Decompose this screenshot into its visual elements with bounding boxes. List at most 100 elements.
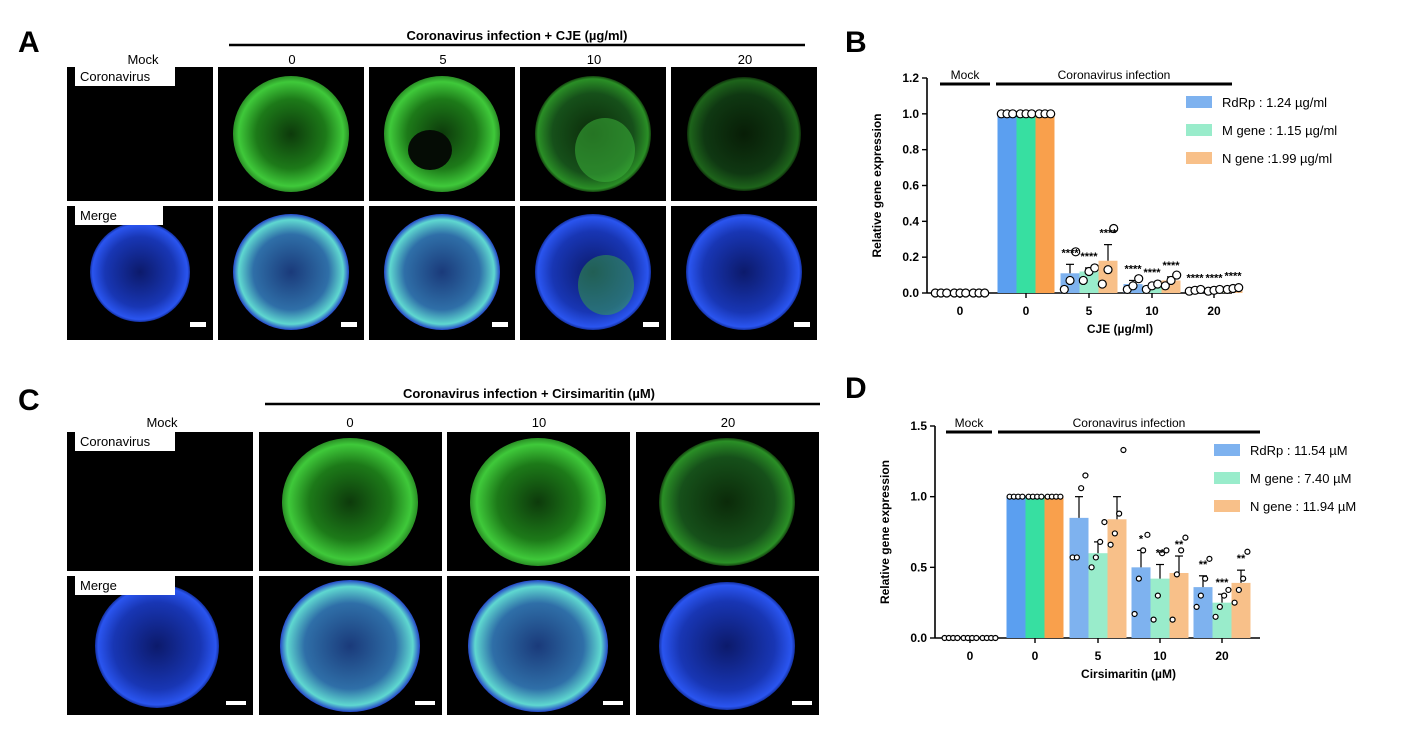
panel-letter-c: C [18, 384, 40, 417]
organoid-merge [384, 214, 500, 330]
data-point [1197, 592, 1204, 599]
bar [1150, 578, 1170, 638]
bar [997, 113, 1017, 293]
bar [1107, 519, 1127, 638]
x-tick-label: 0 [957, 304, 964, 318]
row-label-coronavirus: Coronavirus [80, 434, 151, 449]
data-point [1078, 275, 1088, 286]
x-tick-label: 20 [1215, 649, 1229, 663]
data-point [1057, 493, 1064, 500]
significance-label: *** [1216, 577, 1230, 589]
y-axis-label: Relative gene expression [870, 113, 884, 257]
scale-bar [226, 701, 246, 705]
data-point [992, 634, 999, 642]
data-point [1159, 550, 1166, 557]
chart-panel-b: 0.0 0.2 0.4 0.6 0.8 1.0 1.2 Relative gene expre… [870, 68, 1337, 336]
data-point [1120, 446, 1127, 454]
data-point [1131, 610, 1138, 618]
data-point [1216, 603, 1223, 611]
data-point [1163, 547, 1170, 554]
scale-bar [190, 322, 206, 327]
y-tick-label: 1.2 [902, 71, 919, 85]
data-point [1111, 530, 1118, 537]
data-point [1128, 281, 1138, 291]
organoid-gfp [687, 77, 801, 191]
row-label-box [75, 67, 175, 86]
bar [1069, 517, 1089, 638]
organoid-dapi [95, 584, 219, 708]
organoid-merge [686, 214, 802, 330]
data-point [980, 288, 990, 298]
data-point [1008, 109, 1018, 119]
data-point [1231, 599, 1238, 606]
organoid-gfp [233, 76, 349, 192]
data-point [1019, 493, 1026, 500]
panel-a-condition-label: 20 [738, 52, 752, 67]
data-point [1212, 613, 1219, 620]
significance-label: ** [1156, 548, 1165, 560]
data-point [1144, 531, 1151, 538]
row-label-box [75, 576, 175, 595]
significance-label: **** [1205, 272, 1223, 284]
y-tick-label: 0.4 [902, 214, 919, 228]
legend-label: RdRp : 11.54 µM [1250, 443, 1348, 458]
data-point [1240, 575, 1247, 582]
data-point [954, 634, 961, 642]
data-point [1046, 109, 1056, 119]
data-point [1088, 564, 1095, 571]
significance-label: * [1139, 533, 1144, 545]
bar [1006, 496, 1026, 638]
bar [1035, 113, 1055, 293]
organoid-dark-region [408, 130, 452, 170]
x-tick-label: 0 [1023, 304, 1030, 318]
panel-a-header: Coronavirus infection + CJE (µg/ml) [407, 28, 628, 43]
group-label-mock: Mock [955, 416, 985, 430]
panel-a: A Coronavirus infection + CJE (µg/ml) Mo… [18, 26, 817, 340]
data-point [942, 288, 952, 298]
significance-label: ** [1237, 553, 1246, 565]
panel-a-condition-label: 5 [439, 52, 446, 67]
organoid-merge [659, 582, 795, 710]
bar [1169, 572, 1189, 638]
data-point [1065, 275, 1075, 286]
x-tick-label: 20 [1207, 304, 1221, 318]
panel-c-mock-label: Mock [146, 415, 178, 430]
data-point [1182, 534, 1189, 541]
x-axis-label: CJE (µg/ml) [1087, 322, 1153, 336]
y-tick-label: 0.6 [902, 179, 919, 193]
row-label-merge: Merge [80, 208, 117, 223]
row-label-box [75, 432, 175, 451]
scale-bar [792, 701, 812, 705]
panel-c-header: Coronavirus infection + Cirsimaritin (µM… [403, 386, 655, 401]
organoid-merge [468, 580, 608, 712]
panel-c: C Coronavirus infection + Cirsimaritin (… [18, 384, 820, 715]
group-label-mock: Mock [951, 68, 981, 82]
significance-label: **** [1224, 271, 1242, 283]
data-point [1071, 247, 1081, 257]
bar [1193, 587, 1213, 638]
significance-label: ** [1175, 539, 1184, 551]
organoid-merge [233, 214, 349, 330]
legend-swatch [1214, 500, 1240, 512]
legend-label: M gene : 7.40 µM [1250, 471, 1351, 486]
panel-letter-b: B [845, 26, 867, 59]
y-tick-label: 0.2 [902, 250, 919, 264]
scale-bar [341, 322, 357, 327]
y-tick-label: 1.0 [910, 490, 927, 504]
data-point [1134, 274, 1144, 284]
scale-bar [794, 322, 810, 327]
data-point [1092, 554, 1099, 561]
data-point [1059, 284, 1069, 295]
x-tick-label: 0 [1032, 649, 1039, 663]
y-tick-label: 0.0 [902, 286, 919, 300]
organoid-merge [280, 580, 420, 712]
y-tick-label: 1.0 [902, 107, 919, 121]
scale-bar [492, 322, 508, 327]
panel-a-condition-label: 0 [288, 52, 295, 67]
data-point [1073, 554, 1080, 561]
scale-bar [603, 701, 623, 705]
panel-c-condition-label: 20 [721, 415, 735, 430]
legend-swatch [1186, 96, 1212, 108]
micrograph-mock-coronavirus [67, 67, 213, 201]
data-point [1206, 555, 1213, 562]
